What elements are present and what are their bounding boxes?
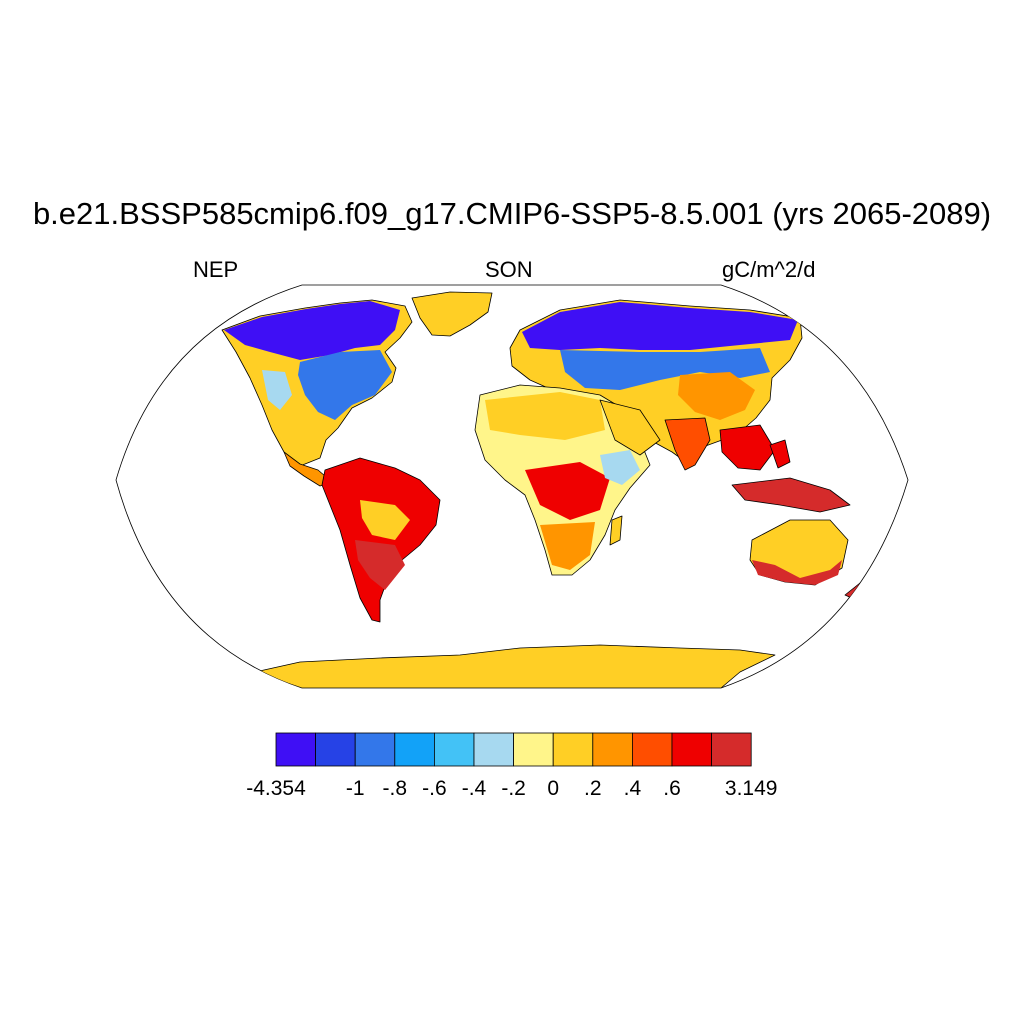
colorbar-tick-label: .4 [624,777,642,800]
colorbar-labels: -4.354 -1 -.8 -.6 -.4 -.2 0 .2 .4 .6 3.149 [246,777,777,800]
colorbar-tick-label: .6 [663,777,681,800]
season-label: SON [485,257,533,282]
eurasia-mid-negative [560,348,770,390]
colorbar-swatch [671,732,712,767]
units-label: gC/m^2/d [722,257,816,282]
indonesia [731,477,851,513]
australia-south-positive [752,560,842,585]
colorbar-swatch [315,732,356,767]
colorbar-tick-label: -.8 [383,777,408,800]
greenland [411,291,493,337]
colorbar-swatch [552,732,594,767]
colorbar-tick-label: -.2 [501,777,526,800]
colorbar-swatch [592,732,633,767]
colorbar-tick-label: 0 [547,777,559,800]
sa-interior-mixed [360,500,410,540]
india [664,417,711,471]
madagascar [609,515,623,546]
colorbar-swatches [275,732,752,767]
colorbar-tick-label: 3.149 [725,777,778,800]
africa-south-mixed [540,522,595,570]
africa-north-positive [485,392,605,440]
philippines [769,439,791,469]
colorbar-swatch [711,732,752,767]
colorbar-swatch [433,732,475,767]
colorbar-tick-label: -.4 [462,777,487,800]
colorbar-swatch [354,732,396,767]
china-positive [678,372,755,420]
southeast-asia [719,424,776,471]
colorbar-swatch [632,732,673,767]
arabian-peninsula [599,399,661,456]
sa-south-strong-positive [355,540,405,590]
eurasia-north-negative [522,302,798,350]
africa-central-positive [525,462,610,520]
colorbar-swatch [394,732,435,767]
africa-east-negative [600,450,640,485]
colorbar-tick-label: -1 [346,777,365,800]
colorbar-swatch [473,732,514,767]
na-north-negative [224,301,400,360]
colorbar-swatch [513,732,554,767]
na-west-weak-negative [262,370,292,410]
antarctica [254,644,776,688]
figure-title: b.e21.BSSP585cmip6.f09_g17.CMIP6-SSP5-8.… [32,196,992,231]
colorbar-swatch [275,732,316,767]
colorbar-tick-label: -.6 [422,777,447,800]
na-east-negative [298,350,392,420]
colorbar-tick-label: .2 [584,777,602,800]
variable-label: NEP [193,257,239,282]
colorbar-tick-label: -4.354 [246,777,306,800]
